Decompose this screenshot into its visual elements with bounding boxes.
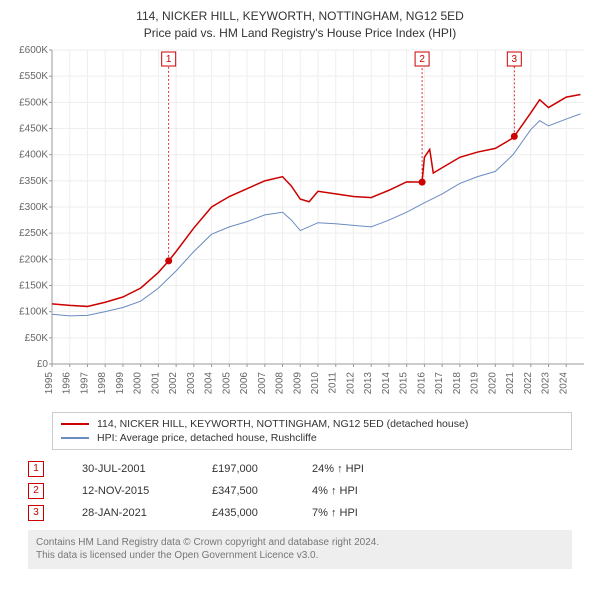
svg-text:2003: 2003 [186, 371, 197, 394]
chart-title: 114, NICKER HILL, KEYWORTH, NOTTINGHAM, … [8, 8, 592, 42]
chart-svg: £0 £50K £100K £150K £200K £250K £300K £350K £400… [8, 46, 592, 406]
svg-text:£600K: £600K [19, 46, 48, 56]
events-table: 1 30-JUL-2001£197,00024% ↑ HPI 2 12-NOV-201… [28, 458, 592, 524]
svg-text:2015: 2015 [399, 371, 410, 394]
svg-text:2016: 2016 [416, 371, 427, 394]
svg-text:£150K: £150K [19, 280, 48, 291]
svg-text:2010: 2010 [310, 371, 321, 394]
svg-text:2022: 2022 [523, 371, 534, 394]
event-price: £435,000 [212, 507, 312, 519]
event-price: £347,500 [212, 485, 312, 497]
svg-text:2014: 2014 [381, 371, 392, 394]
svg-text:£50K: £50K [25, 332, 49, 343]
svg-text:2: 2 [419, 54, 425, 65]
svg-text:1995: 1995 [44, 371, 55, 394]
event-row: 1 30-JUL-2001£197,00024% ↑ HPI [28, 458, 592, 480]
svg-text:1996: 1996 [62, 371, 73, 394]
svg-text:£250K: £250K [19, 228, 48, 239]
legend-label: 114, NICKER HILL, KEYWORTH, NOTTINGHAM, … [97, 418, 468, 430]
svg-text:£400K: £400K [19, 149, 48, 160]
legend-swatch [61, 437, 89, 439]
svg-text:2002: 2002 [168, 371, 179, 394]
svg-text:2001: 2001 [150, 371, 161, 394]
svg-text:2020: 2020 [487, 371, 498, 394]
svg-text:2006: 2006 [239, 371, 250, 394]
event-marker-box: 1 [28, 461, 44, 477]
svg-text:2005: 2005 [221, 371, 232, 394]
svg-text:2019: 2019 [470, 371, 481, 394]
svg-text:2009: 2009 [292, 371, 303, 394]
event-diff: 4% ↑ HPI [312, 485, 392, 497]
footnote: Contains HM Land Registry data © Crown c… [28, 530, 572, 569]
legend-swatch [61, 423, 89, 425]
event-date: 30-JUL-2001 [82, 463, 212, 475]
svg-text:2024: 2024 [558, 371, 569, 394]
event-marker-box: 2 [28, 483, 44, 499]
svg-text:2017: 2017 [434, 371, 445, 394]
event-diff: 7% ↑ HPI [312, 507, 392, 519]
event-date: 12-NOV-2015 [82, 485, 212, 497]
svg-text:1: 1 [166, 54, 172, 65]
legend-row: 114, NICKER HILL, KEYWORTH, NOTTINGHAM, … [61, 417, 563, 431]
svg-text:2007: 2007 [257, 371, 268, 394]
svg-text:2004: 2004 [204, 371, 215, 394]
svg-text:2013: 2013 [363, 371, 374, 394]
svg-text:£0: £0 [37, 359, 49, 370]
svg-text:£500K: £500K [19, 97, 48, 108]
title-line2: Price paid vs. HM Land Registry's House … [8, 25, 592, 42]
event-price: £197,000 [212, 463, 312, 475]
event-row: 2 12-NOV-2015£347,5004% ↑ HPI [28, 480, 592, 502]
svg-text:2008: 2008 [275, 371, 286, 394]
svg-text:2000: 2000 [133, 371, 144, 394]
svg-text:2023: 2023 [541, 371, 552, 394]
svg-text:3: 3 [512, 54, 518, 65]
svg-text:£300K: £300K [19, 202, 48, 213]
event-diff: 24% ↑ HPI [312, 463, 392, 475]
svg-text:1997: 1997 [79, 371, 90, 394]
footnote-line1: Contains HM Land Registry data © Crown c… [36, 536, 564, 550]
event-date: 28-JAN-2021 [82, 507, 212, 519]
svg-text:£100K: £100K [19, 306, 48, 317]
event-row: 3 28-JAN-2021£435,0007% ↑ HPI [28, 502, 592, 524]
svg-text:£350K: £350K [19, 175, 48, 186]
svg-text:1998: 1998 [97, 371, 108, 394]
svg-text:2011: 2011 [328, 371, 339, 393]
svg-text:£450K: £450K [19, 123, 48, 134]
svg-text:£200K: £200K [19, 254, 48, 265]
legend-label: HPI: Average price, detached house, Rush… [97, 432, 317, 444]
event-marker-box: 3 [28, 505, 44, 521]
svg-text:2018: 2018 [452, 371, 463, 394]
legend: 114, NICKER HILL, KEYWORTH, NOTTINGHAM, … [52, 412, 572, 450]
svg-text:2012: 2012 [345, 371, 356, 394]
footnote-line2: This data is licensed under the Open Gov… [36, 549, 564, 563]
svg-text:1999: 1999 [115, 371, 126, 394]
title-line1: 114, NICKER HILL, KEYWORTH, NOTTINGHAM, … [8, 8, 592, 25]
legend-row: HPI: Average price, detached house, Rush… [61, 431, 563, 445]
svg-text:2021: 2021 [505, 371, 516, 394]
chart: £0 £50K £100K £150K £200K £250K £300K £350K £400… [8, 46, 592, 406]
svg-text:£550K: £550K [19, 71, 48, 82]
